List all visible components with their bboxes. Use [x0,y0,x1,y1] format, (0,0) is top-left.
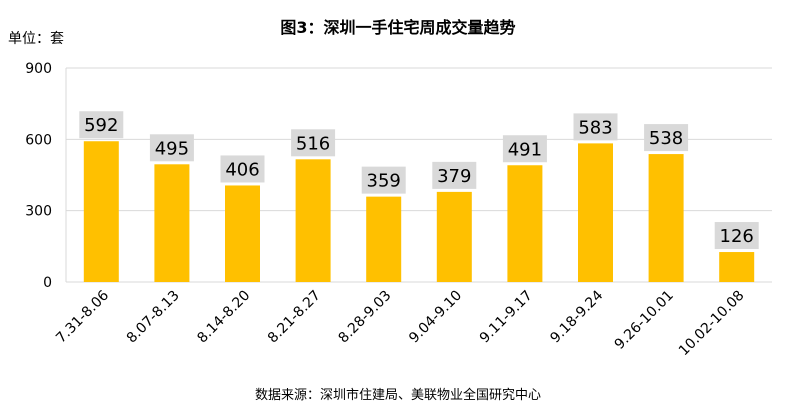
data-label: 379 [437,166,471,187]
data-label-box [432,161,477,189]
data-label-box [79,111,124,139]
data-label-box [573,113,618,141]
x-tick-label: 9.26-10.01 [612,288,677,353]
data-label: 583 [578,117,612,138]
data-label-box [149,134,194,162]
data-label: 126 [720,226,754,247]
y-axis-ticks: 0 300 600 900 [25,61,52,291]
bar [648,154,684,282]
x-tick-label: 8.14-8.20 [194,288,253,347]
chart-title: 图3：深圳一手住宅周成交量趋势 [280,18,515,37]
data-label-box [220,155,265,183]
x-tick-label: 9.11-9.17 [477,288,536,347]
bar [366,196,402,282]
data-label: 491 [508,139,542,160]
data-label-box [644,124,689,152]
bar [154,164,190,282]
bar [436,191,472,282]
bar [578,143,613,282]
data-labels: 592 495 406 516 359 379 491 583 538 126 [79,111,759,250]
x-tick-label: 8.21-8.27 [265,288,324,347]
x-axis-ticks: 7.31-8.06 8.07-8.13 8.14-8.20 8.21-8.27 8.28… [53,287,747,359]
x-tick-label: 10.02-10.08 [676,288,748,360]
source-note: 数据来源：深圳市住建局、美联物业全国研究中心 [255,387,541,403]
y-tick-label: 600 [25,132,52,148]
x-tick-label: 7.31-8.06 [53,287,112,346]
y-tick-label: 0 [43,275,52,291]
data-label: 592 [84,115,118,136]
data-label: 495 [155,138,189,159]
x-tick-label: 8.07-8.13 [124,288,183,347]
bar [719,252,755,282]
bar [295,159,331,282]
x-tick-label: 9.18-9.24 [547,287,606,346]
y-tick-label: 300 [25,204,52,220]
data-label: 516 [296,133,330,154]
y-tick-label: 900 [25,61,52,77]
bar [225,185,260,282]
bars [83,141,755,282]
x-tick-label: 9.04-9.10 [406,288,465,347]
data-label-box [361,166,406,194]
data-label-box [291,129,336,157]
x-tick-label: 8.28-9.03 [336,288,395,347]
data-label: 406 [225,159,259,180]
data-label-box [502,135,547,163]
data-label-box [714,222,759,250]
bar [507,165,543,282]
unit-label: 单位：套 [8,31,64,47]
bar [83,141,119,282]
data-label: 538 [649,128,683,149]
data-label: 359 [367,171,401,192]
